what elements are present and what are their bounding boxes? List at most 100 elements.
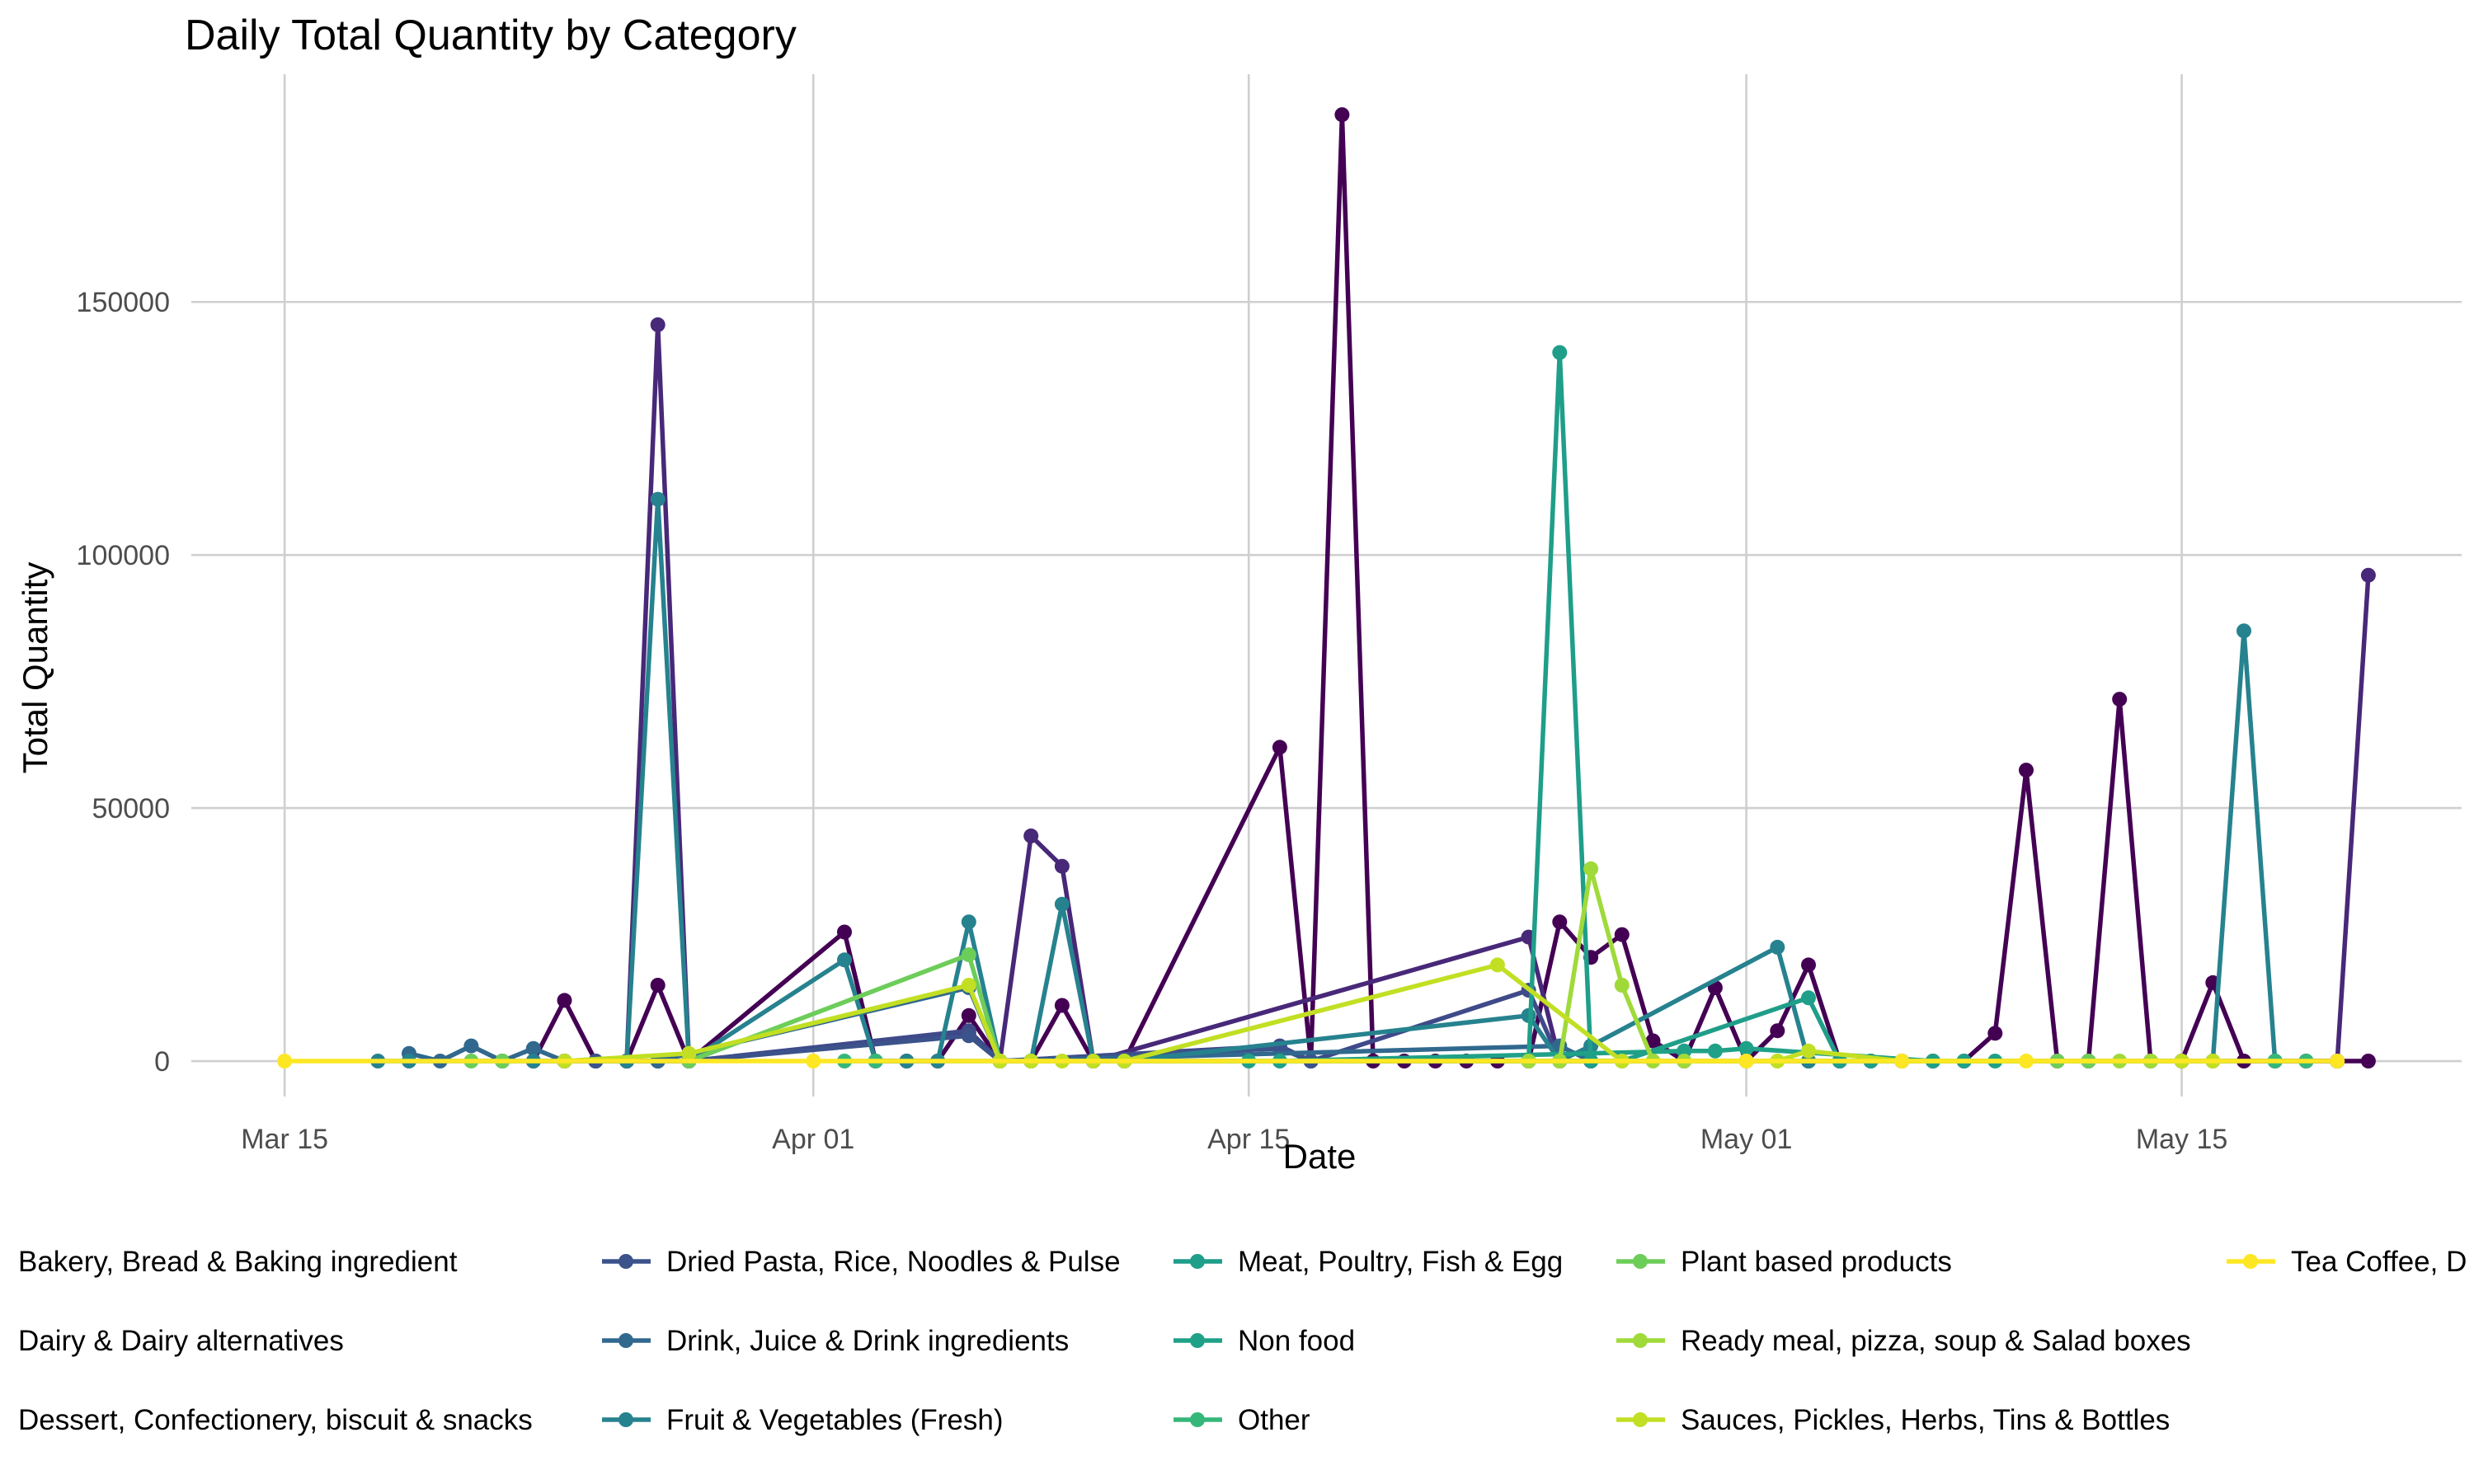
legend-item: Ready meal, pizza, soup & Salad boxes bbox=[1616, 1325, 2191, 1357]
data-point bbox=[650, 491, 666, 507]
series-group bbox=[525, 107, 2376, 1068]
data-point bbox=[1054, 998, 1070, 1013]
legend-swatch-point bbox=[1633, 1254, 1648, 1269]
data-point bbox=[1272, 740, 1287, 755]
data-point bbox=[1801, 1043, 1816, 1059]
x-tick-label: May 15 bbox=[2136, 1124, 2228, 1155]
legend-label: Tea Coffee, D bbox=[2291, 1246, 2467, 1278]
data-point bbox=[1707, 1043, 1723, 1059]
x-tick-label: May 01 bbox=[1700, 1124, 1793, 1155]
legend-swatch-point bbox=[618, 1254, 633, 1269]
data-point bbox=[1738, 1040, 1754, 1056]
data-point bbox=[2360, 567, 2376, 583]
y-axis-title: Total Quantity bbox=[16, 562, 54, 774]
data-point bbox=[961, 914, 976, 930]
data-point bbox=[1054, 896, 1070, 912]
legend-swatch-point bbox=[1633, 1412, 1648, 1427]
data-point bbox=[1489, 957, 1505, 973]
data-point bbox=[1987, 1026, 2003, 1041]
data-point bbox=[1023, 828, 1039, 843]
data-point bbox=[1770, 939, 1785, 955]
data-point bbox=[650, 317, 666, 332]
legend: Bakery, Bread & Baking ingredient Dairy &… bbox=[18, 1246, 2467, 1436]
data-point bbox=[525, 1040, 541, 1056]
legend-item: Other bbox=[1174, 1404, 1310, 1436]
data-point bbox=[1894, 1054, 1910, 1068]
data-point bbox=[961, 1007, 976, 1023]
data-point bbox=[557, 993, 572, 1008]
series-line bbox=[562, 962, 2216, 1064]
legend-label: Drink, Juice & Drink ingredients bbox=[666, 1325, 1069, 1357]
data-point bbox=[2360, 1054, 2376, 1068]
legend-item: Sauces, Pickles, Herbs, Tins & Bottles bbox=[1616, 1404, 2170, 1436]
legend-swatch-point bbox=[2243, 1254, 2258, 1269]
legend-label: Non food bbox=[1238, 1325, 1355, 1357]
legend-label: Sauces, Pickles, Herbs, Tins & Bottles bbox=[1681, 1404, 2170, 1436]
data-point bbox=[1583, 861, 1599, 876]
y-tick-label: 0 bbox=[154, 1046, 170, 1078]
x-tick-label: Apr 15 bbox=[1207, 1124, 1290, 1155]
legend-swatch-point bbox=[618, 1412, 633, 1427]
legend-label: Dried Pasta, Rice, Noodles & Pulse bbox=[666, 1246, 1121, 1278]
legend-swatch-point bbox=[1190, 1254, 1205, 1269]
y-tick-label: 150000 bbox=[77, 287, 170, 318]
legend-label: Meat, Poultry, Fish & Egg bbox=[1238, 1246, 1563, 1278]
data-point bbox=[681, 1045, 697, 1061]
data-point bbox=[650, 978, 666, 993]
data-point bbox=[1801, 990, 1816, 1006]
data-point bbox=[1770, 1023, 1785, 1039]
legend-item: Meat, Poultry, Fish & Egg bbox=[1174, 1246, 1563, 1278]
data-point bbox=[961, 978, 976, 993]
legend-item: Non food bbox=[1174, 1325, 1355, 1357]
legend-label: Bakery, Bread & Baking ingredient bbox=[18, 1246, 458, 1278]
chart-title: Daily Total Quantity by Category bbox=[185, 12, 797, 59]
data-point bbox=[961, 1028, 976, 1044]
legend-label: Fruit & Vegetables (Fresh) bbox=[666, 1404, 1004, 1436]
data-point bbox=[463, 1038, 479, 1054]
data-point bbox=[961, 947, 976, 963]
data-point bbox=[806, 1054, 821, 1068]
series-group bbox=[588, 317, 2376, 1068]
x-tick-label: Mar 15 bbox=[241, 1124, 328, 1155]
legend-label: Other bbox=[1238, 1404, 1310, 1436]
y-tick-label: 50000 bbox=[92, 793, 170, 824]
data-point bbox=[1552, 345, 1568, 360]
legend-label: Dessert, Confectionery, biscuit & snacks bbox=[18, 1404, 533, 1436]
data-point bbox=[2019, 1054, 2034, 1068]
data-point bbox=[2236, 623, 2251, 639]
legend-item: Dairy & Dairy alternatives bbox=[18, 1325, 344, 1357]
legend-swatch-point bbox=[618, 1333, 633, 1348]
legend-swatch-point bbox=[1190, 1412, 1205, 1427]
x-axis-tick-labels: Mar 15 Apr 01 Apr 15 May 01 May 15 bbox=[241, 1124, 2227, 1155]
legend-swatch-point bbox=[1190, 1333, 1205, 1348]
data-point bbox=[1054, 858, 1070, 874]
series-group bbox=[277, 1054, 2345, 1068]
legend-item: Tea Coffee, D bbox=[2227, 1246, 2467, 1278]
data-point bbox=[837, 924, 852, 940]
data-point bbox=[2330, 1054, 2345, 1068]
y-axis-tick-labels: 0 50000 100000 150000 bbox=[77, 287, 170, 1078]
series-line bbox=[531, 112, 2371, 1064]
data-point bbox=[1334, 107, 1350, 123]
data-point bbox=[277, 1054, 293, 1068]
x-axis-title: Date bbox=[1283, 1137, 1357, 1176]
data-point bbox=[2019, 763, 2034, 778]
data-point bbox=[2112, 692, 2128, 707]
legend-item: Fruit & Vegetables (Fresh) bbox=[602, 1404, 1004, 1436]
data-point bbox=[1614, 978, 1630, 993]
series-group bbox=[1521, 861, 2158, 1068]
y-tick-label: 100000 bbox=[77, 540, 170, 571]
series-line bbox=[407, 985, 1811, 1064]
legend-item: Dried Pasta, Rice, Noodles & Pulse bbox=[602, 1246, 1121, 1278]
data-point bbox=[1801, 957, 1816, 973]
series-layer bbox=[277, 107, 2376, 1068]
legend-label: Ready meal, pizza, soup & Salad boxes bbox=[1681, 1325, 2191, 1357]
legend-item: Plant based products bbox=[1616, 1246, 1952, 1278]
data-point bbox=[1738, 1054, 1754, 1068]
legend-item: Dessert, Confectionery, biscuit & snacks bbox=[18, 1404, 533, 1436]
data-point bbox=[1614, 927, 1630, 942]
legend-label: Dairy & Dairy alternatives bbox=[18, 1325, 344, 1357]
legend-item: Drink, Juice & Drink ingredients bbox=[602, 1325, 1069, 1357]
series-line bbox=[1526, 866, 2153, 1064]
